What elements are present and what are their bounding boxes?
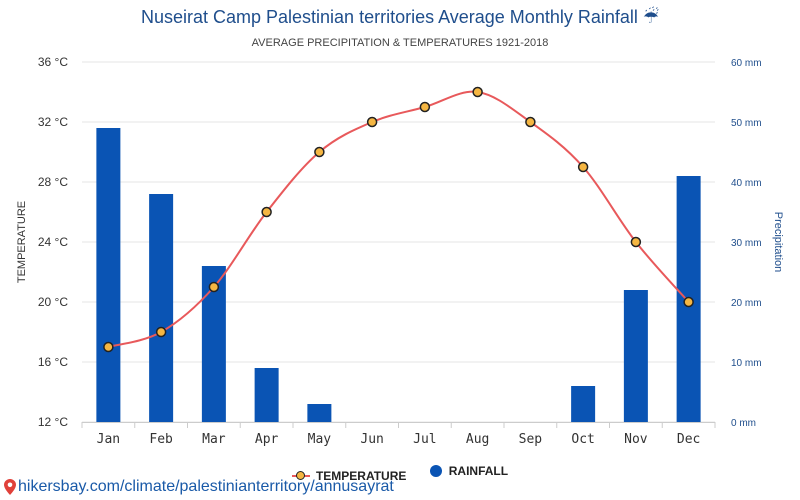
y-axis-left-title: TEMPERATURE [16, 201, 28, 283]
x-tick-label-feb: Feb [149, 432, 173, 447]
y-right-tick-label: 40 mm [731, 178, 762, 189]
y-left-tick-label: 32 °C [38, 115, 68, 129]
source-text: hikersbay.com/climate/palestinianterrito… [18, 478, 394, 495]
temperature-point-jun [366, 116, 378, 128]
x-tick-label-dec: Dec [677, 432, 700, 447]
x-tick-label-may: May [308, 432, 332, 447]
temperature-point-apr [261, 206, 272, 218]
rainfall-bar-oct [571, 386, 596, 422]
legend-label-rainfall: RAINFALL [448, 464, 509, 478]
umbrella-rain-icon: ☔ [642, 7, 660, 27]
temperature-point-nov [630, 236, 642, 248]
temperature-point-jul [419, 101, 431, 113]
temperature-point-oct [577, 161, 589, 173]
grid [82, 61, 715, 423]
y-left-tick-label: 24 °C [38, 235, 68, 249]
x-tick-label-sep: Sep [519, 432, 543, 447]
x-tick-label-aug: Aug [466, 432, 489, 447]
x-tick-label-mar: Mar [202, 432, 226, 447]
temperature-point-feb [155, 326, 167, 338]
y-right-tick-label: 60 mm [731, 58, 762, 69]
y-axis-right: 0 mm 10 mm 20 mm 30 mm 40 mm 50 mm 60 mm [731, 58, 762, 429]
source-link[interactable]: hikersbay.com/climate/palestinianterrito… [4, 478, 394, 496]
chart-subtitle: AVERAGE PRECIPITATION & TEMPERATURES 192… [251, 37, 549, 49]
rainfall-bar-nov [623, 290, 648, 422]
x-tick-label-oct: Oct [571, 432, 594, 447]
y-right-tick-label: 30 mm [731, 238, 762, 249]
legend-line-marker-icon [291, 471, 310, 480]
x-tick-label-jan: Jan [97, 432, 120, 447]
y-left-tick-label: 36 °C [38, 55, 68, 69]
rainfall-bars [96, 128, 701, 422]
temperature-line [108, 90, 690, 348]
legend-item-temperature[interactable]: TEMPERATURE [291, 469, 407, 483]
rainfall-bar-jan [96, 128, 121, 422]
chart-title-text: Nuseirat Camp Palestinian territories Av… [140, 7, 638, 27]
x-tick-label-apr: Apr [255, 432, 279, 447]
rainfall-bar-apr [254, 368, 279, 422]
legend-label-temperature: TEMPERATURE [315, 469, 407, 483]
map-pin-icon [4, 479, 16, 495]
x-tick-label-nov: Nov [624, 432, 648, 447]
legend-dot-icon [429, 465, 442, 477]
temperature-markers [103, 86, 694, 353]
y-left-tick-label: 12 °C [38, 415, 68, 429]
temperature-point-aug [472, 86, 483, 98]
chart-title: Nuseirat Camp Palestinian territories Av… [0, 7, 800, 28]
y-right-tick-label: 20 mm [731, 298, 762, 309]
temperature-point-may [314, 146, 325, 158]
temperature-point-jan [103, 341, 114, 353]
temperature-point-dec [683, 296, 694, 308]
y-right-tick-label: 0 mm [731, 418, 756, 429]
y-right-tick-label: 10 mm [731, 358, 762, 369]
y-left-tick-label: 20 °C [38, 295, 68, 309]
y-left-tick-label: 16 °C [38, 355, 68, 369]
y-axis-left: 12 °C 16 °C 20 °C 24 °C 28 °C 32 °C 36 °C [38, 55, 68, 429]
legend: TEMPERATURE RAINFALL [0, 464, 800, 483]
temperature-line-path [108, 90, 690, 348]
y-right-tick-label: 50 mm [731, 118, 762, 129]
rainfall-bar-feb [149, 194, 174, 422]
x-tick-label-jun: Jun [360, 432, 383, 447]
rainfall-bar-may [307, 404, 332, 422]
y-axis-right-title: Precipitation [772, 212, 784, 273]
y-left-tick-label: 28 °C [38, 175, 68, 189]
legend-item-rainfall[interactable]: RAINFALL [429, 464, 509, 478]
temperature-point-sep [525, 116, 536, 128]
x-tick-label-jul: Jul [413, 432, 436, 447]
temperature-point-mar [208, 281, 220, 293]
x-axis: Jan Feb Mar Apr May Jun Jul Aug Sep Oct Nov Dec [81, 422, 716, 447]
